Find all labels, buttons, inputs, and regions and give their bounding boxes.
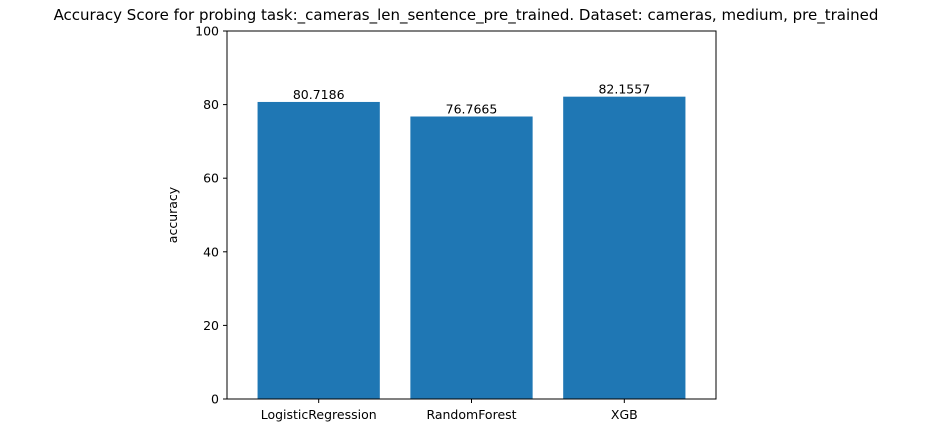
bar-xgb — [563, 96, 686, 399]
data-label-xgb: 82.1557 — [598, 82, 650, 97]
data-label-randomforest: 76.7665 — [446, 101, 498, 116]
y-tick-label: 80 — [203, 97, 219, 112]
x-tick-label: RandomForest — [426, 407, 516, 422]
bar-logisticregression — [257, 101, 380, 399]
y-tick-label: 0 — [211, 392, 219, 407]
y-tick-label: 100 — [195, 24, 219, 39]
chart-title: Accuracy Score for probing task:_cameras… — [54, 6, 879, 25]
y-tick-label: 40 — [203, 244, 219, 259]
x-tick-label: XGB — [611, 407, 638, 422]
x-tick-label: LogisticRegression — [261, 407, 377, 422]
data-label-logisticregression: 80.7186 — [293, 87, 345, 102]
y-axis: 0 20 40 60 80 100 — [195, 24, 227, 407]
y-tick-label: 60 — [203, 171, 219, 186]
bars-layer — [257, 96, 686, 400]
y-axis-label: accuracy — [165, 186, 180, 243]
data-labels-layer: 80.7186 76.7665 82.1557 — [293, 82, 650, 117]
x-axis: LogisticRegression RandomForest XGB — [261, 399, 638, 422]
bar-randomforest — [410, 116, 533, 400]
y-tick-label: 20 — [203, 318, 219, 333]
